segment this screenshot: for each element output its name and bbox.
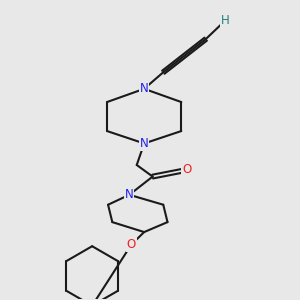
Text: N: N xyxy=(140,137,148,150)
Text: N: N xyxy=(140,82,148,95)
Text: H: H xyxy=(220,14,229,27)
Text: N: N xyxy=(125,188,134,201)
Text: O: O xyxy=(127,238,136,251)
Text: O: O xyxy=(182,164,191,176)
